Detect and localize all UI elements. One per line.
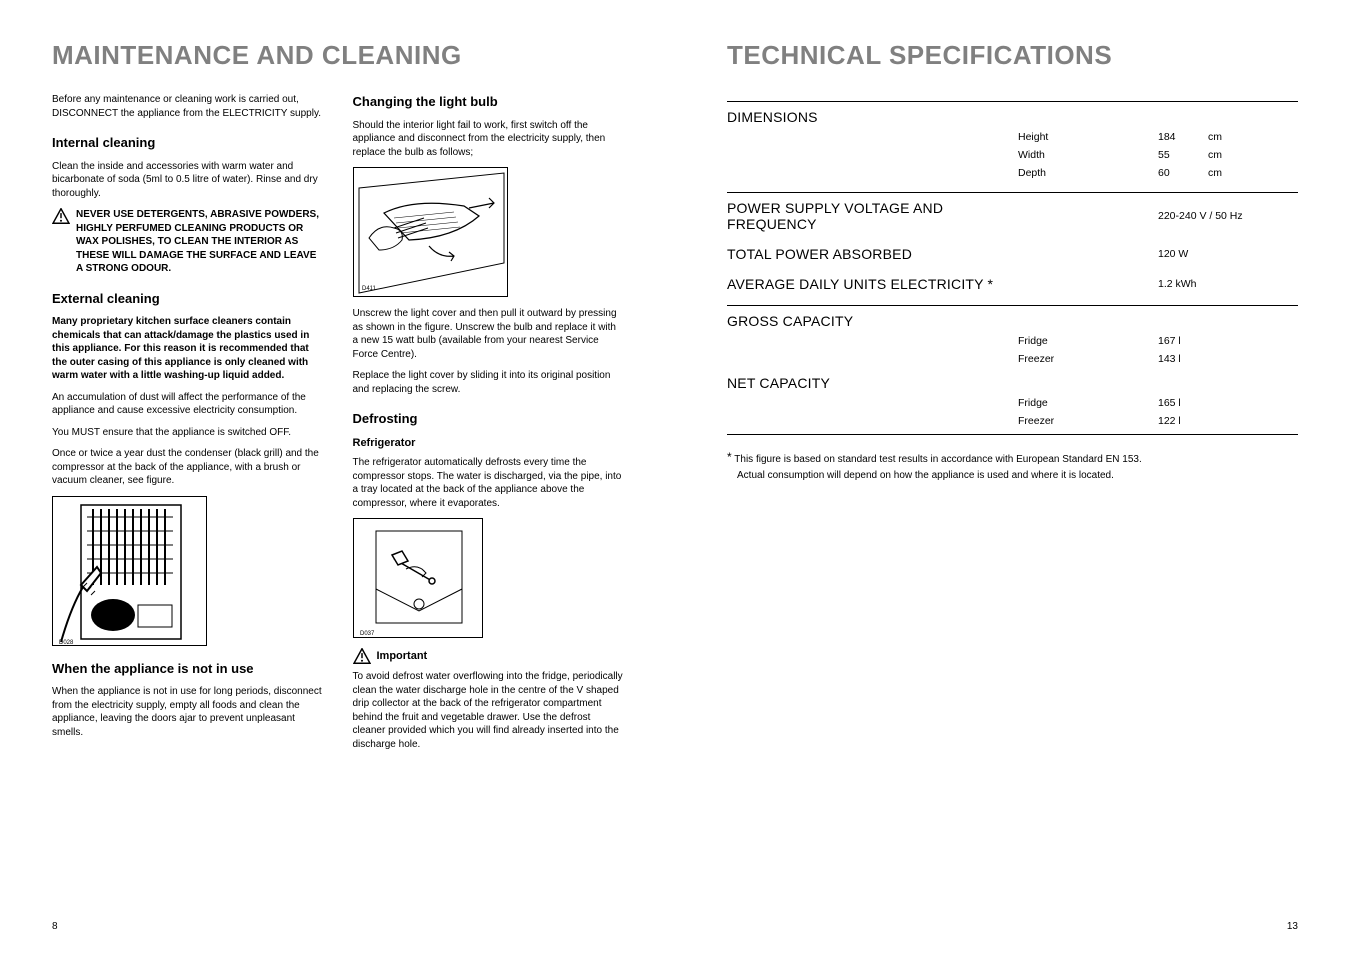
internal-cleaning-heading: Internal cleaning: [52, 134, 323, 152]
column-right: Changing the light bulb Should the inter…: [353, 93, 624, 759]
not-in-use-heading: When the appliance is not in use: [52, 660, 323, 678]
page-number: 8: [52, 921, 58, 932]
drain-figure: D037: [353, 518, 483, 638]
internal-warning-text: NEVER USE DETERGENTS, ABRASIVE POWDERS, …: [76, 208, 323, 276]
warning-icon: [353, 648, 371, 664]
dimensions-section: DIMENSIONS Height 184 cm Width 55 cm Dep…: [727, 101, 1298, 182]
footnote-1: This figure is based on standard test re…: [734, 454, 1141, 465]
bulb-p3: Replace the light cover by sliding it in…: [353, 369, 624, 396]
bulb-figure: D411: [353, 167, 508, 297]
bulb-heading: Changing the light bulb: [353, 93, 624, 111]
external-p3: You MUST ensure that the appliance is sw…: [52, 426, 323, 440]
not-in-use-text: When the appliance is not in use for lon…: [52, 685, 323, 739]
dimensions-head: DIMENSIONS: [727, 109, 818, 125]
fig-label: D411: [362, 286, 377, 292]
total-power-section: TOTAL POWER ABSORBED 120 W: [727, 239, 1298, 265]
important-text: To avoid defrost water overflowing into …: [353, 670, 624, 751]
footnote-2: Actual consumption will depend on how th…: [737, 470, 1114, 481]
important-row: Important: [353, 648, 624, 664]
total-power-head: TOTAL POWER ABSORBED: [727, 246, 912, 262]
page-title: MAINTENANCE AND CLEANING: [52, 40, 623, 71]
external-p1: Many proprietary kitchen surface cleaner…: [52, 315, 323, 383]
page-right: TECHNICAL SPECIFICATIONS DIMENSIONS Heig…: [675, 0, 1350, 954]
power-freq-head: POWER SUPPLY VOLTAGE AND FREQUENCY: [727, 200, 943, 232]
asterisk: *: [727, 450, 732, 464]
fig-label: D028: [59, 640, 74, 646]
table-row: Freezer 122 l: [727, 412, 1298, 430]
table-row: Fridge 165 l: [727, 394, 1298, 412]
table-row: Depth 60 cm: [727, 164, 1298, 182]
gross-head: GROSS CAPACITY: [727, 313, 853, 329]
bulb-p2: Unscrew the light cover and then pull it…: [353, 307, 624, 361]
bulb-p1: Should the interior light fail to work, …: [353, 119, 624, 160]
power-freq-section: POWER SUPPLY VOLTAGE AND FREQUENCY 220-2…: [727, 192, 1298, 235]
table-row: Fridge 167 l: [727, 332, 1298, 350]
avg-daily-head: AVERAGE DAILY UNITS ELECTRICITY *: [727, 276, 993, 292]
table-row: Freezer 143 l: [727, 350, 1298, 368]
two-column-layout: Before any maintenance or cleaning work …: [52, 93, 623, 759]
fig-label: D037: [360, 631, 375, 637]
net-head: NET CAPACITY: [727, 375, 830, 391]
warning-icon: [52, 208, 70, 224]
spec-table: DIMENSIONS Height 184 cm Width 55 cm Dep…: [727, 101, 1298, 435]
defrosting-heading: Defrosting: [353, 410, 624, 428]
table-row: Width 55 cm: [727, 146, 1298, 164]
column-left: Before any maintenance or cleaning work …: [52, 93, 323, 759]
page-left: MAINTENANCE AND CLEANING Before any main…: [0, 0, 675, 954]
net-capacity-section: NET CAPACITY Fridge 165 l Freezer 122 l: [727, 368, 1298, 435]
page-title: TECHNICAL SPECIFICATIONS: [727, 40, 1298, 71]
internal-warning: NEVER USE DETERGENTS, ABRASIVE POWDERS, …: [52, 208, 323, 276]
external-cleaning-heading: External cleaning: [52, 290, 323, 308]
external-p2: An accumulation of dust will affect the …: [52, 391, 323, 418]
refrigerator-text: The refrigerator automatically defrosts …: [353, 456, 624, 510]
internal-cleaning-text: Clean the inside and accessories with wa…: [52, 160, 323, 201]
gross-capacity-section: GROSS CAPACITY Fridge 167 l Freezer 143 …: [727, 305, 1298, 368]
intro-text: Before any maintenance or cleaning work …: [52, 93, 323, 120]
refrigerator-heading: Refrigerator: [353, 436, 624, 451]
page-number: 13: [1287, 921, 1298, 932]
footnotes: * This figure is based on standard test …: [727, 449, 1298, 484]
external-p4: Once or twice a year dust the condenser …: [52, 447, 323, 488]
important-label: Important: [377, 649, 428, 664]
condenser-figure: D028: [52, 496, 207, 646]
avg-daily-section: AVERAGE DAILY UNITS ELECTRICITY * 1.2 kW…: [727, 269, 1298, 295]
table-row: Height 184 cm: [727, 128, 1298, 146]
